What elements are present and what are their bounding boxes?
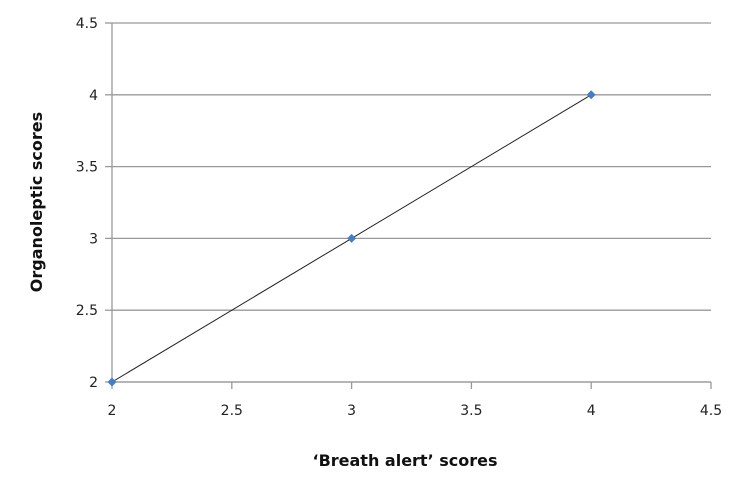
data-point xyxy=(347,233,357,243)
data-point xyxy=(107,377,117,387)
y-tick-label: 3.5 xyxy=(76,160,98,176)
y-tick-label: 3 xyxy=(89,231,98,247)
y-tick-label: 4.5 xyxy=(76,16,98,32)
y-tick-label: 4 xyxy=(89,88,98,104)
x-tick-label: 4 xyxy=(587,403,596,419)
axes xyxy=(105,22,712,389)
x-tick-label: 3.5 xyxy=(460,403,482,419)
x-tick-label: 4.5 xyxy=(700,403,722,419)
y-tick-label: 2.5 xyxy=(76,303,98,319)
x-tick-label: 2 xyxy=(108,403,117,419)
x-tick-label: 3 xyxy=(347,403,356,419)
x-tick-label: 2.5 xyxy=(221,403,243,419)
y-axis-label: Organoleptic scores xyxy=(27,112,46,292)
data-point xyxy=(586,90,596,100)
tick-labels: 2 2.5 3 3.5 4 4.5 2 2.5 3 3.5 4 4.5 xyxy=(76,16,722,419)
y-tick-label: 2 xyxy=(89,375,98,391)
series xyxy=(107,90,596,387)
x-axis-label: ‘Breath alert’ scores xyxy=(312,451,497,470)
